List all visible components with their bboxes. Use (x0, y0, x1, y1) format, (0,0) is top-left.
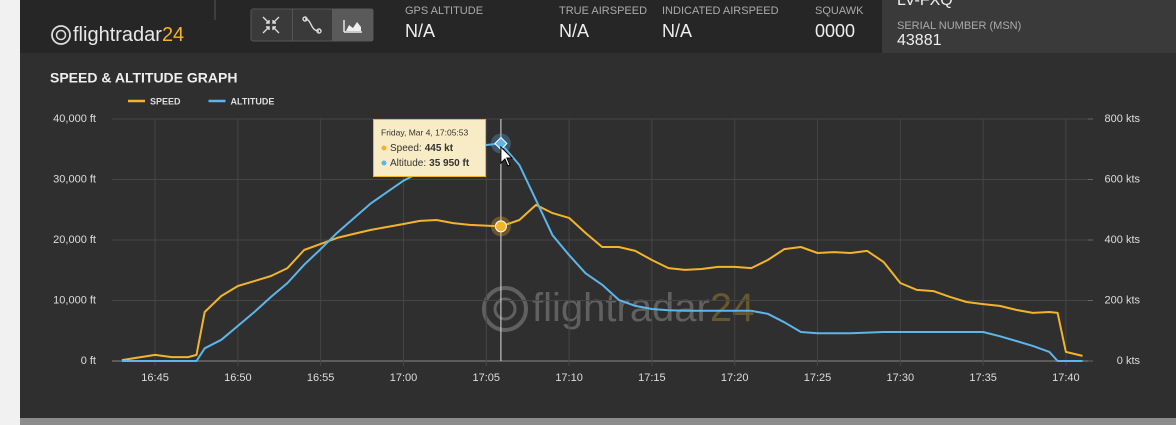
y-tick-label: 30,000 ft (53, 173, 96, 185)
y2-tick-label: 600 kts (1105, 173, 1141, 185)
logo-icon (51, 25, 71, 45)
series-line (121, 142, 1083, 362)
field-value: N/A (559, 21, 589, 41)
logo-icon (55, 29, 67, 41)
y2-tick-label: 400 kts (1105, 234, 1141, 246)
logo-text: flightradar24 (73, 24, 184, 46)
tooltip-value: 35 950 ft (429, 158, 470, 169)
header-fields: GPS ALTITUDE N/A TRUE AIRSPEED N/A INDICATED… (405, 5, 864, 41)
x-tick-label: 17:05 (473, 372, 501, 384)
field-value: N/A (405, 21, 435, 41)
y-tick-label: 10,000 ft (53, 294, 96, 306)
tooltip-box (373, 119, 486, 177)
tooltip-row: Speed: 445 kt (390, 143, 454, 154)
field-value: 0000 (815, 21, 855, 41)
tooltip-row: Altitude: 35 950 ft (390, 158, 470, 169)
x-tick-label: 16:50 (224, 372, 252, 384)
view-buttons (250, 8, 374, 42)
x-tick-label: 17:40 (1052, 372, 1080, 384)
tooltip-label: Speed: (390, 143, 422, 154)
watermark: flightradar24 (482, 286, 754, 332)
tooltip-bullet (381, 160, 387, 166)
watermark-number: 24 (710, 286, 755, 330)
tooltip-bullet (381, 145, 387, 151)
aircraft-box (882, 0, 1176, 53)
tooltip-date: Friday, Mar 4, 17:05:53 (381, 127, 469, 137)
tooltip-value: 445 kt (425, 143, 454, 154)
hover-point (494, 220, 507, 233)
chart: flightradar24 0 ft 10,000 ft 20,000 ft 30,00… (53, 96, 1140, 384)
x-tick-label: 16:55 (307, 372, 335, 384)
x-tick-label: 16:45 (141, 372, 169, 384)
mouse-cursor (500, 145, 514, 167)
x-tick-label: 17:30 (887, 372, 915, 384)
field-label: INDICATED AIRSPEED (662, 5, 779, 17)
x-tick-label: 17:35 (969, 372, 997, 384)
icon-collapse[interactable] (262, 16, 280, 34)
y2-tick-label: 800 kts (1105, 113, 1141, 125)
field-label: SQUAWK (815, 5, 864, 17)
tooltip: Friday, Mar 4, 17:05:53 Speed: 445 kt Altit… (373, 119, 486, 177)
bottom-strip (20, 418, 1176, 425)
x-tick-label: 17:00 (390, 372, 418, 384)
x-tick-label: 17:20 (721, 372, 749, 384)
y2-tick-label: 200 kts (1105, 294, 1141, 306)
x-tick-label: 17:10 (555, 372, 583, 384)
button-divider (292, 9, 293, 41)
field-label: TRUE AIRSPEED (559, 5, 647, 17)
field-value: N/A (662, 21, 692, 41)
tooltip-label: Altitude: (390, 158, 426, 169)
watermark-icon (493, 297, 517, 321)
chart-title: SPEED & ALTITUDE GRAPH (50, 70, 237, 86)
watermark-text: flightradar24 (532, 286, 754, 330)
x-tick-label: 17:25 (804, 372, 832, 384)
y2-tick-label: 0 kts (1117, 355, 1141, 367)
watermark-icon (482, 286, 528, 332)
icon-graph[interactable] (343, 20, 362, 33)
logo-word: flightradar (73, 24, 162, 46)
legend-label: ALTITUDE (231, 96, 275, 106)
y-tick-label: 0 ft (81, 355, 96, 367)
y-tick-label: 20,000 ft (53, 234, 96, 246)
serial-value: 43881 (897, 32, 942, 49)
logo: flightradar24 (51, 24, 184, 46)
y-tick-label: 40,000 ft (53, 113, 96, 125)
button-active[interactable] (332, 9, 373, 41)
registration: LV-FXQ (897, 0, 953, 9)
field-label: GPS ALTITUDE (405, 5, 483, 17)
page-margin (0, 0, 20, 425)
series-line (121, 203, 1083, 362)
serial-label: SERIAL NUMBER (MSN) (897, 20, 1021, 32)
legend-label: SPEED (150, 96, 181, 106)
watermark-word: flightradar (532, 286, 710, 330)
x-tick-label: 17:15 (638, 372, 666, 384)
logo-number: 24 (162, 24, 184, 46)
icon-route[interactable] (302, 16, 322, 34)
